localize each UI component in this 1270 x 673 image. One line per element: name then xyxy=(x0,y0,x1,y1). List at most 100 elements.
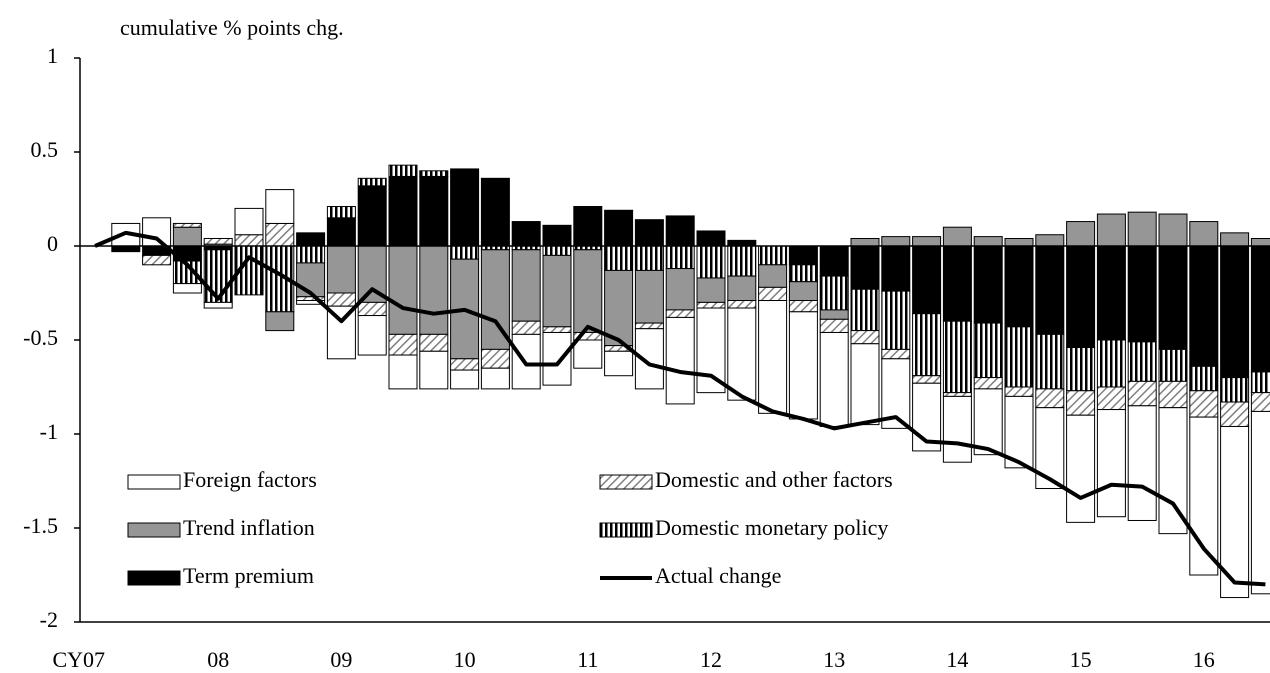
bar-segment xyxy=(1096,213,1126,247)
bar-segment xyxy=(265,311,295,332)
bar-segment xyxy=(111,245,141,253)
bar-segment xyxy=(1158,348,1188,382)
bar-segment xyxy=(1127,211,1157,247)
x-tick-label: 13 xyxy=(823,647,845,672)
bar-segment xyxy=(1220,377,1250,403)
bar-segment xyxy=(973,236,1003,247)
bar-segment xyxy=(1189,245,1219,367)
bar-segment xyxy=(573,206,603,247)
bar-segment xyxy=(942,320,972,394)
bar-segment xyxy=(1035,234,1065,247)
bar-segment xyxy=(1189,365,1219,392)
bar-segment xyxy=(1250,245,1270,373)
bar-segment xyxy=(419,333,449,352)
bar-segment xyxy=(758,264,788,288)
bar-segment xyxy=(234,234,264,247)
bar-segment xyxy=(1189,390,1219,418)
bar-segment xyxy=(727,307,757,401)
bar-segment xyxy=(357,185,387,247)
bar-segment xyxy=(881,348,911,360)
bar-segment xyxy=(419,350,449,390)
bar-segment xyxy=(1158,380,1188,409)
bar-segment xyxy=(542,224,572,247)
bar-segment xyxy=(758,245,788,266)
legend-swatch xyxy=(127,522,181,538)
bar-segment xyxy=(973,245,1003,324)
bar-segment xyxy=(819,275,849,311)
bar-segment xyxy=(1189,221,1219,247)
bar-segment xyxy=(1220,245,1250,379)
bar-segment xyxy=(388,245,418,335)
bar-segment xyxy=(1127,380,1157,407)
bar-segment xyxy=(819,331,849,427)
x-tick-label: 09 xyxy=(330,647,352,672)
bar-segment xyxy=(819,245,849,277)
bar-segment xyxy=(1066,390,1096,416)
bar-segment xyxy=(819,318,849,333)
bar-segment xyxy=(1035,333,1065,390)
bar-segment xyxy=(1220,401,1250,427)
legend-label: Foreign factors xyxy=(183,467,317,492)
bar-segment xyxy=(634,245,664,271)
bar-segment xyxy=(1250,392,1270,412)
x-tick-label: CY07 xyxy=(52,647,105,672)
bar-segment xyxy=(1189,416,1219,576)
bar-segment xyxy=(850,330,880,345)
bar-segment xyxy=(1220,232,1250,247)
bar-segment xyxy=(203,237,233,245)
bar-segment xyxy=(1096,339,1126,388)
bar-segment xyxy=(942,392,972,397)
bar-segment xyxy=(634,219,664,247)
bar-segment xyxy=(265,189,295,224)
bar-segment xyxy=(942,226,972,247)
bar-segment xyxy=(357,177,387,187)
bar-segment xyxy=(665,245,695,270)
y-tick-label: -0.5 xyxy=(23,325,58,350)
bar-segment xyxy=(604,209,634,247)
bar-segment xyxy=(573,249,603,333)
bar-segment xyxy=(665,215,695,247)
bar-segment xyxy=(634,269,664,324)
bar-segment xyxy=(912,245,942,315)
bar-segment xyxy=(480,367,510,390)
x-tick-label: 08 xyxy=(207,647,229,672)
bar-segment xyxy=(696,245,726,279)
legend-label: Domestic monetary policy xyxy=(655,515,888,540)
bar-segment xyxy=(296,245,326,264)
bar-segment xyxy=(1127,341,1157,382)
legend-label: Actual change xyxy=(655,563,781,588)
bar-segment xyxy=(450,358,480,371)
bar-segment xyxy=(172,283,202,294)
bar-segment xyxy=(1004,395,1034,469)
bar-segment xyxy=(665,268,695,311)
line xyxy=(94,230,1266,587)
bar-segment xyxy=(912,313,942,377)
bar-segment xyxy=(727,239,757,247)
bar-segment xyxy=(788,311,818,420)
bar-segment xyxy=(758,300,788,414)
bar-segment xyxy=(326,217,356,247)
bar-segment xyxy=(357,301,387,317)
bar-segment xyxy=(696,301,726,309)
bar-segment xyxy=(1220,425,1250,599)
bar-segment xyxy=(542,331,572,386)
bar-segment xyxy=(1127,245,1157,343)
y-tick-label: -1 xyxy=(40,419,58,444)
y-tick-label: -1.5 xyxy=(23,513,58,538)
bar-segment xyxy=(450,168,480,247)
bar-segment xyxy=(1096,245,1126,341)
bar-segment xyxy=(1004,326,1034,388)
bar-segment xyxy=(480,348,510,369)
bar-segment xyxy=(788,300,818,313)
bar-segment xyxy=(881,236,911,247)
bar-segment xyxy=(696,230,726,247)
bar-segment xyxy=(480,177,510,247)
bar-segment xyxy=(1004,386,1034,397)
bar-segment xyxy=(388,164,418,177)
bar-segment xyxy=(511,249,541,322)
bar-segment xyxy=(1066,414,1096,523)
bar-segment xyxy=(542,326,572,333)
bar-segment xyxy=(942,395,972,463)
bar-segment xyxy=(296,232,326,247)
bar-segment xyxy=(1066,347,1096,392)
